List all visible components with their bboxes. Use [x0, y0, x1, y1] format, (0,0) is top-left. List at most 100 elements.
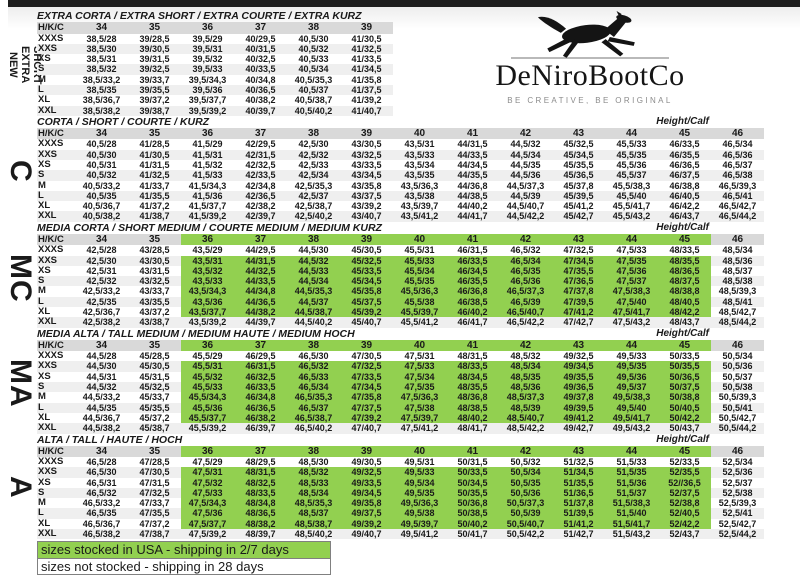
size-cell: 49/33,5 [340, 477, 393, 488]
size-cell: 48,5/35 [499, 371, 552, 383]
size-cell: 39/31,5 [139, 54, 170, 65]
column-header-row: H/K/C 34 35 36 37 38 39 [37, 22, 764, 34]
size-cell: 45/37,2 [139, 412, 170, 423]
size-cell: 48/35,5 [446, 382, 499, 393]
size-cell: 50/40,2 [446, 518, 499, 530]
sidebar-label-mc: MC [4, 253, 37, 303]
size-cell: 50,5/42,7 [718, 412, 757, 423]
size-row-xl: XL 38,5/36,7 39/37,2 39,5/37,7 40/38,2 40,5/3… [37, 95, 764, 105]
height-calf-label: Height/Calf [656, 222, 709, 234]
column-header-37: 37 [234, 445, 287, 457]
size-cell: 40,5/36,7 [82, 201, 121, 212]
size-cell: 40,5/37 [287, 84, 340, 96]
size-cell: 41,5/34,3 [188, 180, 227, 191]
row-label: XS [38, 477, 51, 488]
size-cell: 48,5/34 [499, 361, 552, 372]
size-cell: 41/30,5 [128, 149, 181, 160]
size-cell: 46,5/35 [75, 508, 128, 519]
size-cell: 43/39,2 [351, 201, 382, 212]
size-cell: 48,5/33 [287, 477, 340, 488]
size-cell: 52,5/39,3 [718, 498, 757, 509]
size-cell: 39,5/32 [192, 54, 223, 65]
size-cell: 51/35,5 [552, 477, 605, 488]
size-cell: 42,5/35,3 [294, 180, 333, 191]
size-cell: 46,5/36 [711, 149, 764, 160]
row-label: M [38, 498, 46, 509]
size-cell: 50/33,5 [669, 351, 700, 362]
size-cell: 42,5/32 [287, 149, 340, 160]
size-cell: 44,5/37 [287, 296, 340, 308]
size-cell: 38,5/38,2 [75, 105, 128, 116]
size-cell: 47,5/37,7 [181, 518, 234, 530]
size-cell: 43,5/35 [393, 170, 446, 181]
size-cell: 47/41,2 [552, 307, 605, 318]
size-cell: 46,5/36 [499, 276, 552, 287]
size-cell: 45/36,5 [552, 170, 605, 181]
size-cell: 47,5/38 [393, 402, 446, 413]
size-cell: 45,5/33 [181, 382, 234, 393]
size-cell: 48,5/42,7 [718, 307, 757, 318]
size-cell: 47,5/37 [605, 276, 658, 287]
size-cell: 47/32,5 [128, 487, 181, 499]
size-cell: 49/35,5 [552, 371, 605, 383]
size-cell: 50/35,5 [658, 361, 711, 372]
logo-divider [511, 57, 669, 59]
column-header-45: 45 [658, 445, 711, 457]
size-cell: 41/33,7 [139, 180, 170, 191]
size-cell: 45/37,8 [563, 180, 594, 191]
size-cell: 51,5/38,3 [605, 498, 658, 509]
column-header-34: 34 [75, 233, 128, 246]
size-cell: 45,5/34,3 [181, 392, 234, 403]
size-cell: 47,5/36 [181, 508, 234, 519]
size-cell: 47,5/35 [393, 382, 446, 393]
column-header-40: 40 [393, 233, 446, 246]
size-cell: 49,5/43,2 [605, 423, 658, 434]
size-row-s: S 38,5/32 39/32,5 39,5/33 40/33,5 40,5/34 41/3… [37, 64, 764, 75]
size-cell: 50/37,5 [658, 382, 711, 393]
column-header-43: 43 [552, 233, 605, 246]
height-calf-label: Height/Calf [656, 434, 709, 445]
size-row-xs: XS 44,5/31 45/31,5 45,5/32 46/32,5 46,5/33 47/… [37, 371, 764, 383]
size-cell: 49,5/31 [404, 457, 435, 467]
size-row-l: L 44,5/35 45/35,5 45,5/36 46/36,5 46,5/37 47/3… [37, 402, 764, 413]
column-header-36: 36 [181, 22, 234, 34]
corner-header: H/K/C [37, 445, 75, 457]
size-cell: 44/38,2 [234, 307, 287, 318]
size-cell: 45,5/33 [616, 139, 647, 150]
row-label: L [37, 190, 75, 202]
size-cell: 48,5/34 [722, 245, 753, 256]
size-cell: 52/35,5 [658, 467, 711, 478]
size-row-m: M 40,5/33,2 41/33,7 41,5/34,3 42/34,8 42,5/35… [37, 181, 764, 191]
size-cell: 43,5/39,2 [181, 317, 234, 328]
size-cell: 47,5/39,7 [393, 412, 446, 424]
size-cell: 39/37,2 [139, 95, 170, 106]
size-cell: 44,5/33 [287, 265, 340, 277]
row-label: XXXS [38, 245, 64, 256]
size-cell: 46,5/30 [75, 467, 128, 478]
size-cell: 48,5/32 [287, 467, 340, 478]
size-cell: 50,5/34 [499, 467, 552, 478]
column-header-43: 43 [552, 127, 605, 140]
size-cell: 43/40,7 [340, 211, 393, 222]
row-label: XL [38, 307, 51, 318]
column-header-row: H/K/C 34 35 36 37 38 39 40 41 42 43 44 45 46 [37, 445, 764, 457]
size-cell: 45,5/38 [393, 296, 446, 308]
row-label: S [37, 487, 75, 499]
size-cell: 40,5/35,3 [294, 74, 333, 85]
size-cell: 47/39,5 [552, 296, 605, 308]
size-cell: 43,5/33 [393, 149, 446, 160]
size-cell: 47,5/35 [605, 255, 658, 266]
section-title-row: EXTRA CORTA / EXTRA SHORT / EXTRA COURTE… [37, 10, 393, 22]
column-header-46: 46 [711, 233, 764, 246]
size-cell: 43/32,5 [128, 276, 181, 287]
size-cell: 47,5/29 [192, 457, 223, 467]
size-cell: 46/43,7 [658, 211, 711, 222]
size-cell: 46/36,5 [669, 159, 700, 170]
row-label: XXS [37, 361, 75, 372]
size-cell: 45/33,5 [340, 265, 393, 277]
size-cell: 43/30,5 [351, 139, 382, 150]
size-cell: 51/37,8 [552, 498, 605, 509]
size-cell: 43,5/33 [181, 276, 234, 287]
column-header-row: H/K/C 34 35 36 37 38 39 40 41 42 43 44 45 46 [37, 233, 764, 246]
size-cell: 51,5/41,7 [605, 518, 658, 530]
